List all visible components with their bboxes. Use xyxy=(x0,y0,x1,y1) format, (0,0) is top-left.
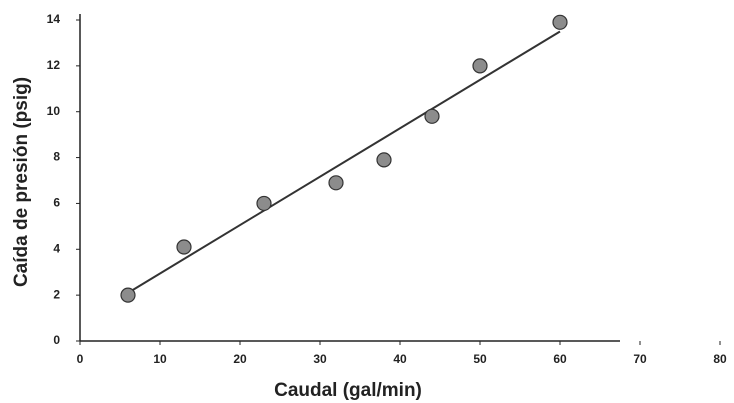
y-axis-title: Caída de presión (psig) xyxy=(11,77,32,287)
data-point xyxy=(120,287,136,303)
x-tick-label: 0 xyxy=(77,352,84,366)
data-point xyxy=(424,108,440,124)
y-tick-label: 14 xyxy=(47,12,61,26)
data-point xyxy=(256,195,272,212)
x-tick-label: 40 xyxy=(393,352,407,366)
trend-line xyxy=(127,30,561,294)
data-point xyxy=(552,14,568,30)
x-tick-label: 70 xyxy=(633,352,647,366)
y-tick-label: 10 xyxy=(47,104,61,118)
y-tick-label: 2 xyxy=(53,287,60,301)
data-point xyxy=(176,239,192,255)
data-point xyxy=(376,152,392,168)
y-tick-label: 8 xyxy=(53,150,60,164)
x-tick-label: 80 xyxy=(713,352,727,366)
y-tick-label: 0 xyxy=(53,333,60,347)
y-tick-label: 6 xyxy=(53,196,60,210)
x-tick-label: 30 xyxy=(313,352,327,366)
x-tick-label: 60 xyxy=(553,352,567,366)
y-tick-label: 4 xyxy=(53,241,60,255)
x-tick-label: 20 xyxy=(233,352,247,366)
data-point xyxy=(472,58,488,74)
x-tick-label: 10 xyxy=(153,352,167,366)
x-axis-title: Caudal (gal/min) xyxy=(274,380,422,401)
x-tick-label: 50 xyxy=(473,352,487,366)
y-tick-label: 12 xyxy=(47,58,61,72)
data-point xyxy=(328,175,344,191)
